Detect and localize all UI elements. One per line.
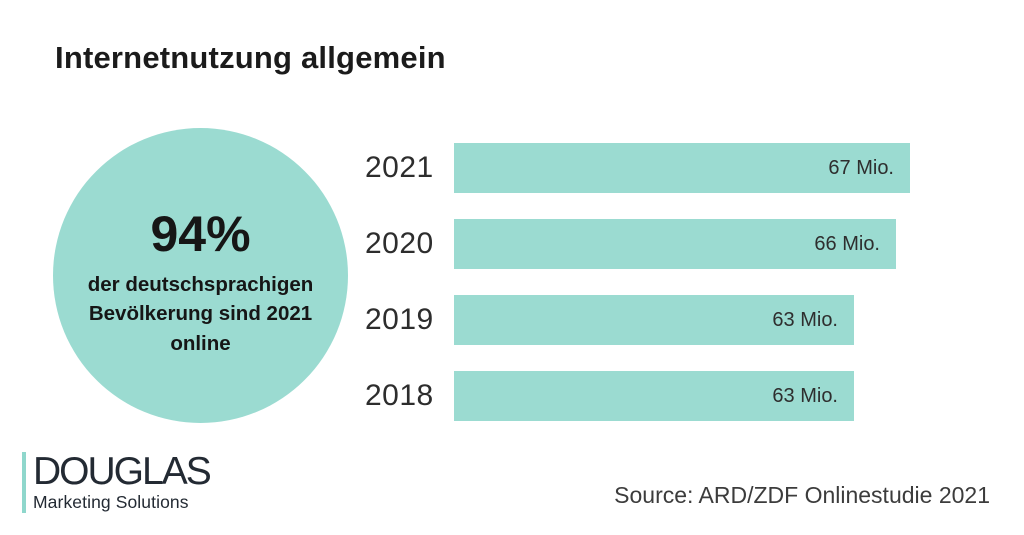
- bar-row: 2020 66 Mio.: [365, 219, 925, 269]
- bar-value-label: 63 Mio.: [772, 384, 838, 407]
- logo-brand-name: DOUGLAS: [33, 450, 212, 493]
- page-title: Internetnutzung allgemein: [55, 40, 446, 75]
- year-label: 2019: [365, 303, 434, 336]
- logo-text: DOUGLAS Marketing Solutions: [33, 450, 212, 513]
- year-label: 2020: [365, 227, 434, 260]
- bar-2018: 63 Mio.: [454, 371, 854, 421]
- bar-value-label: 63 Mio.: [772, 308, 838, 331]
- highlight-circle: 94% der deutschsprachigen Bevölkerung si…: [53, 128, 348, 423]
- highlight-caption-line: der deutschsprachigen: [87, 272, 314, 296]
- logo-accent-bar: [22, 452, 26, 513]
- bar-2020: 66 Mio.: [454, 219, 896, 269]
- highlight-caption-line: Bevölkerung sind 2021: [88, 302, 313, 326]
- bar-value-label: 66 Mio.: [814, 232, 880, 255]
- bar-chart: 2021 67 Mio. 2020 66 Mio. 2019 63 Mio. 2…: [365, 143, 925, 421]
- year-label: 2021: [365, 151, 434, 184]
- year-label: 2018: [365, 379, 434, 412]
- highlight-caption-line: online: [170, 331, 231, 355]
- bar-2021: 67 Mio.: [454, 143, 910, 193]
- douglas-logo: DOUGLAS Marketing Solutions: [22, 450, 212, 513]
- bar-row: 2019 63 Mio.: [365, 295, 925, 345]
- highlight-percentage: 94%: [150, 205, 251, 262]
- logo-tagline: Marketing Solutions: [33, 492, 189, 512]
- bar-row: 2018 63 Mio.: [365, 371, 925, 421]
- source-attribution: Source: ARD/ZDF Onlinestudie 2021: [614, 482, 990, 508]
- bar-2019: 63 Mio.: [454, 295, 854, 345]
- highlight-caption: der deutschsprachigen Bevölkerung sind 2…: [88, 270, 314, 359]
- bar-value-label: 67 Mio.: [828, 156, 894, 179]
- bar-row: 2021 67 Mio.: [365, 143, 925, 193]
